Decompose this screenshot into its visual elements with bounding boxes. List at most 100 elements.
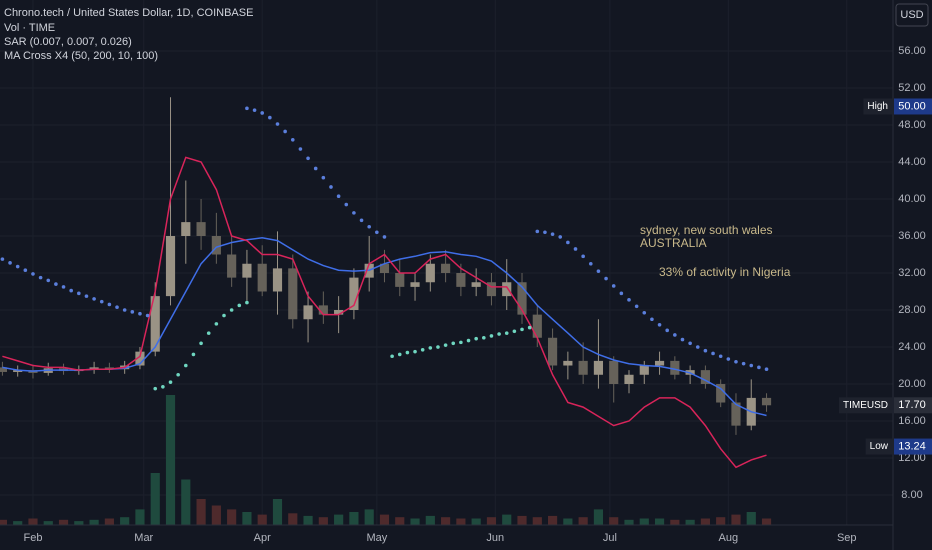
y-tick-label: 20.00 xyxy=(898,378,926,390)
sar-dot xyxy=(344,202,349,207)
candle-body xyxy=(181,222,191,236)
sar-dot xyxy=(527,325,532,330)
volume-bar xyxy=(288,513,298,525)
sar-dot xyxy=(336,194,341,199)
volume-bar xyxy=(609,517,619,525)
candle-body xyxy=(731,402,741,426)
candle-body xyxy=(639,365,649,375)
sar-dot xyxy=(214,322,219,326)
sar-dot xyxy=(604,276,608,281)
sar-dot xyxy=(168,380,173,384)
volume-bar xyxy=(486,517,497,525)
sar-dot xyxy=(31,272,35,276)
volume-bar xyxy=(211,505,221,525)
volume-bar xyxy=(58,519,69,525)
volume-bar xyxy=(639,518,649,525)
sar-dot xyxy=(229,308,234,312)
sar-dot xyxy=(436,345,440,349)
sar-dot xyxy=(459,340,463,345)
sar-dot xyxy=(543,230,547,235)
sar-dot xyxy=(413,349,417,354)
price-tag-value: 17.70 xyxy=(898,399,926,411)
candle-body xyxy=(547,337,558,366)
volume-bar xyxy=(334,514,344,525)
volume-bar xyxy=(670,519,680,525)
candle-body xyxy=(410,282,420,287)
volume-bar xyxy=(303,515,313,525)
sar-dot xyxy=(99,299,104,304)
candle-body xyxy=(13,370,23,372)
y-tick-label: 40.00 xyxy=(898,193,926,205)
volume-bar xyxy=(502,514,512,525)
candle-body xyxy=(517,282,527,315)
sar-dot xyxy=(61,285,66,289)
volume-bar xyxy=(120,517,130,525)
volume-bar xyxy=(318,517,328,525)
price-tag xyxy=(894,98,932,115)
candle-body xyxy=(563,360,573,366)
sar-dot xyxy=(443,343,448,347)
volume-bar xyxy=(654,518,665,525)
sar-dot xyxy=(657,323,662,327)
x-tick-label: Mar xyxy=(134,532,153,544)
volume-bar xyxy=(227,509,237,525)
candle-body xyxy=(700,370,710,385)
sar-dot xyxy=(535,229,540,234)
sar-dot xyxy=(275,122,280,126)
candle-body xyxy=(654,360,665,366)
candle-body xyxy=(211,235,221,255)
sar-dot xyxy=(611,284,616,288)
sar-dot xyxy=(634,304,639,309)
sar-dot xyxy=(145,313,150,318)
candle-body xyxy=(0,367,7,372)
y-tick-label: 56.00 xyxy=(898,45,926,57)
sar-dot xyxy=(688,341,692,346)
price-tag xyxy=(894,438,932,455)
sar-dot xyxy=(222,313,226,318)
currency-label[interactable]: USD xyxy=(900,9,923,21)
sar-dot xyxy=(619,291,624,296)
sar-dot xyxy=(15,264,20,269)
volume-bar xyxy=(89,519,99,525)
sar-dot xyxy=(474,336,478,341)
sar-dot xyxy=(673,333,677,337)
currency-button[interactable] xyxy=(895,3,929,27)
sar-dot xyxy=(428,346,433,350)
sar-dot xyxy=(550,232,555,236)
candle-body xyxy=(242,263,252,278)
sar-dot xyxy=(703,348,708,353)
sar-dot xyxy=(237,303,242,308)
volume-bar xyxy=(395,517,405,525)
y-tick-label: 8.00 xyxy=(901,489,922,501)
candle-body xyxy=(104,367,114,370)
sar-dot xyxy=(290,137,295,142)
price-tag xyxy=(894,397,932,414)
y-tick-label: 16.00 xyxy=(898,415,926,427)
sar-dot xyxy=(695,345,700,349)
sar-dot xyxy=(206,331,211,335)
sar-dot xyxy=(642,310,647,315)
y-tick-label: 44.00 xyxy=(898,156,926,168)
sar-dot xyxy=(367,224,371,229)
sar-dot xyxy=(260,111,265,115)
sar-dot xyxy=(520,327,524,332)
x-tick-label: Sep xyxy=(837,532,857,544)
candle-body xyxy=(165,235,176,297)
candle-body xyxy=(272,268,283,292)
volume-bar xyxy=(731,514,741,525)
sar-dot xyxy=(741,361,746,366)
volume-bar xyxy=(196,499,206,525)
sar-dot xyxy=(420,347,425,352)
volume-bar xyxy=(74,521,84,525)
sar-dot xyxy=(0,257,5,261)
indicator-label: Vol · TIME xyxy=(4,22,55,34)
candle-body xyxy=(89,367,99,370)
volume-bar xyxy=(532,517,542,525)
sar-dot xyxy=(726,357,731,361)
volume-bar xyxy=(716,517,726,525)
sar-dot xyxy=(451,341,456,346)
sar-dot xyxy=(161,384,165,389)
y-tick-label: 12.00 xyxy=(898,452,926,464)
candle-body xyxy=(150,296,160,352)
